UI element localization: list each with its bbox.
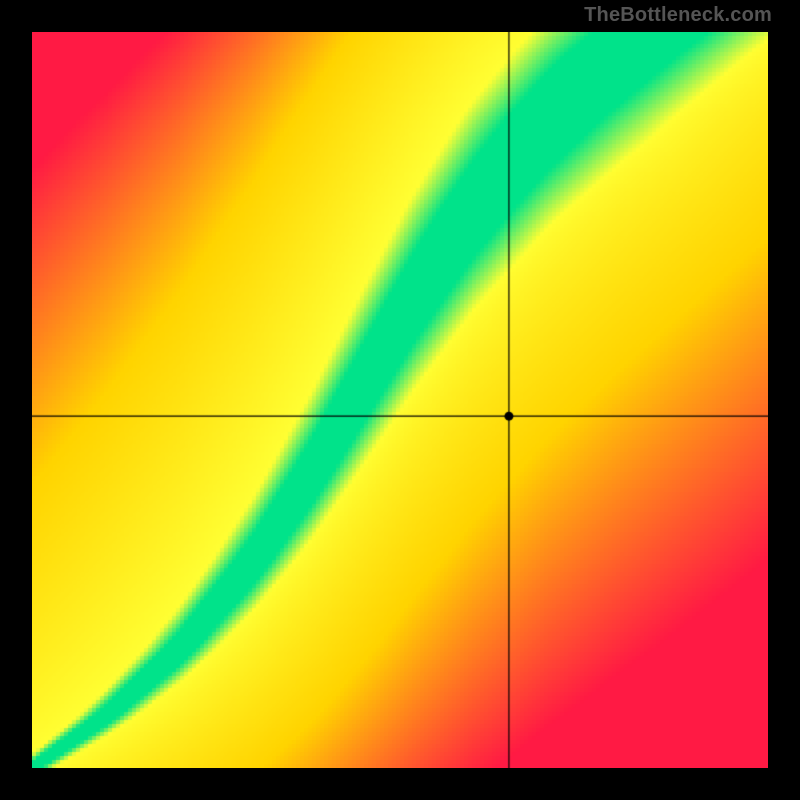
bottleneck-heatmap	[32, 32, 768, 768]
heatmap-canvas	[32, 32, 768, 768]
watermark-text: TheBottleneck.com	[584, 4, 772, 27]
